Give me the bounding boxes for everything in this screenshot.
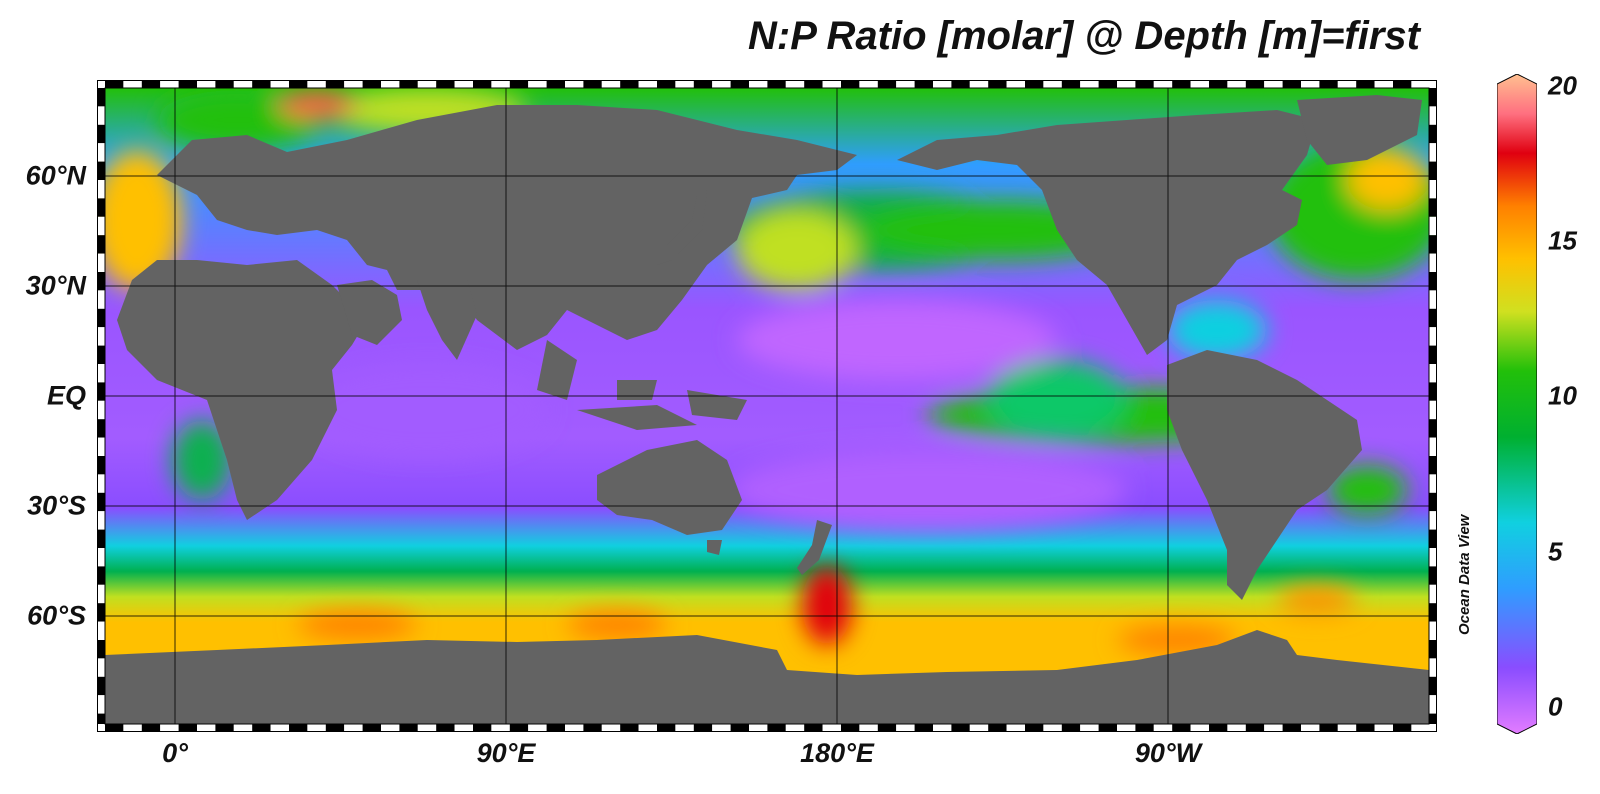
colorbar-tick-20: 20: [1548, 70, 1577, 101]
lat-label-60n: 60°N: [25, 160, 86, 191]
lon-label-0: 0°: [162, 738, 188, 768]
lat-label-60s: 60°S: [27, 600, 86, 631]
lon-label-180e: 180°E: [800, 738, 874, 768]
lon-label-90e: 90°E: [476, 738, 536, 768]
map-frame: [97, 80, 1437, 732]
land-masses: [105, 95, 1429, 724]
graticule: [105, 88, 1429, 724]
lat-label-30s: 30°S: [27, 490, 86, 521]
colorbar: [1497, 74, 1537, 734]
colorbar-tick-10: 10: [1548, 380, 1577, 411]
lon-label-90w: 90°W: [1134, 738, 1202, 768]
ocean-map[interactable]: [97, 80, 1437, 732]
colorbar-tick-15: 15: [1548, 225, 1577, 256]
ocean-data-view-watermark: Ocean Data View: [1456, 514, 1473, 635]
colorbar-tick-5: 5: [1548, 536, 1563, 567]
lat-label-eq: EQ: [46, 380, 86, 411]
map-panel[interactable]: [97, 80, 1437, 732]
chart-title: N:P Ratio [molar] @ Depth [m]=first: [748, 14, 1420, 58]
colorbar-tick-0: 0: [1548, 691, 1563, 722]
lat-label-30n: 30°N: [25, 270, 86, 301]
